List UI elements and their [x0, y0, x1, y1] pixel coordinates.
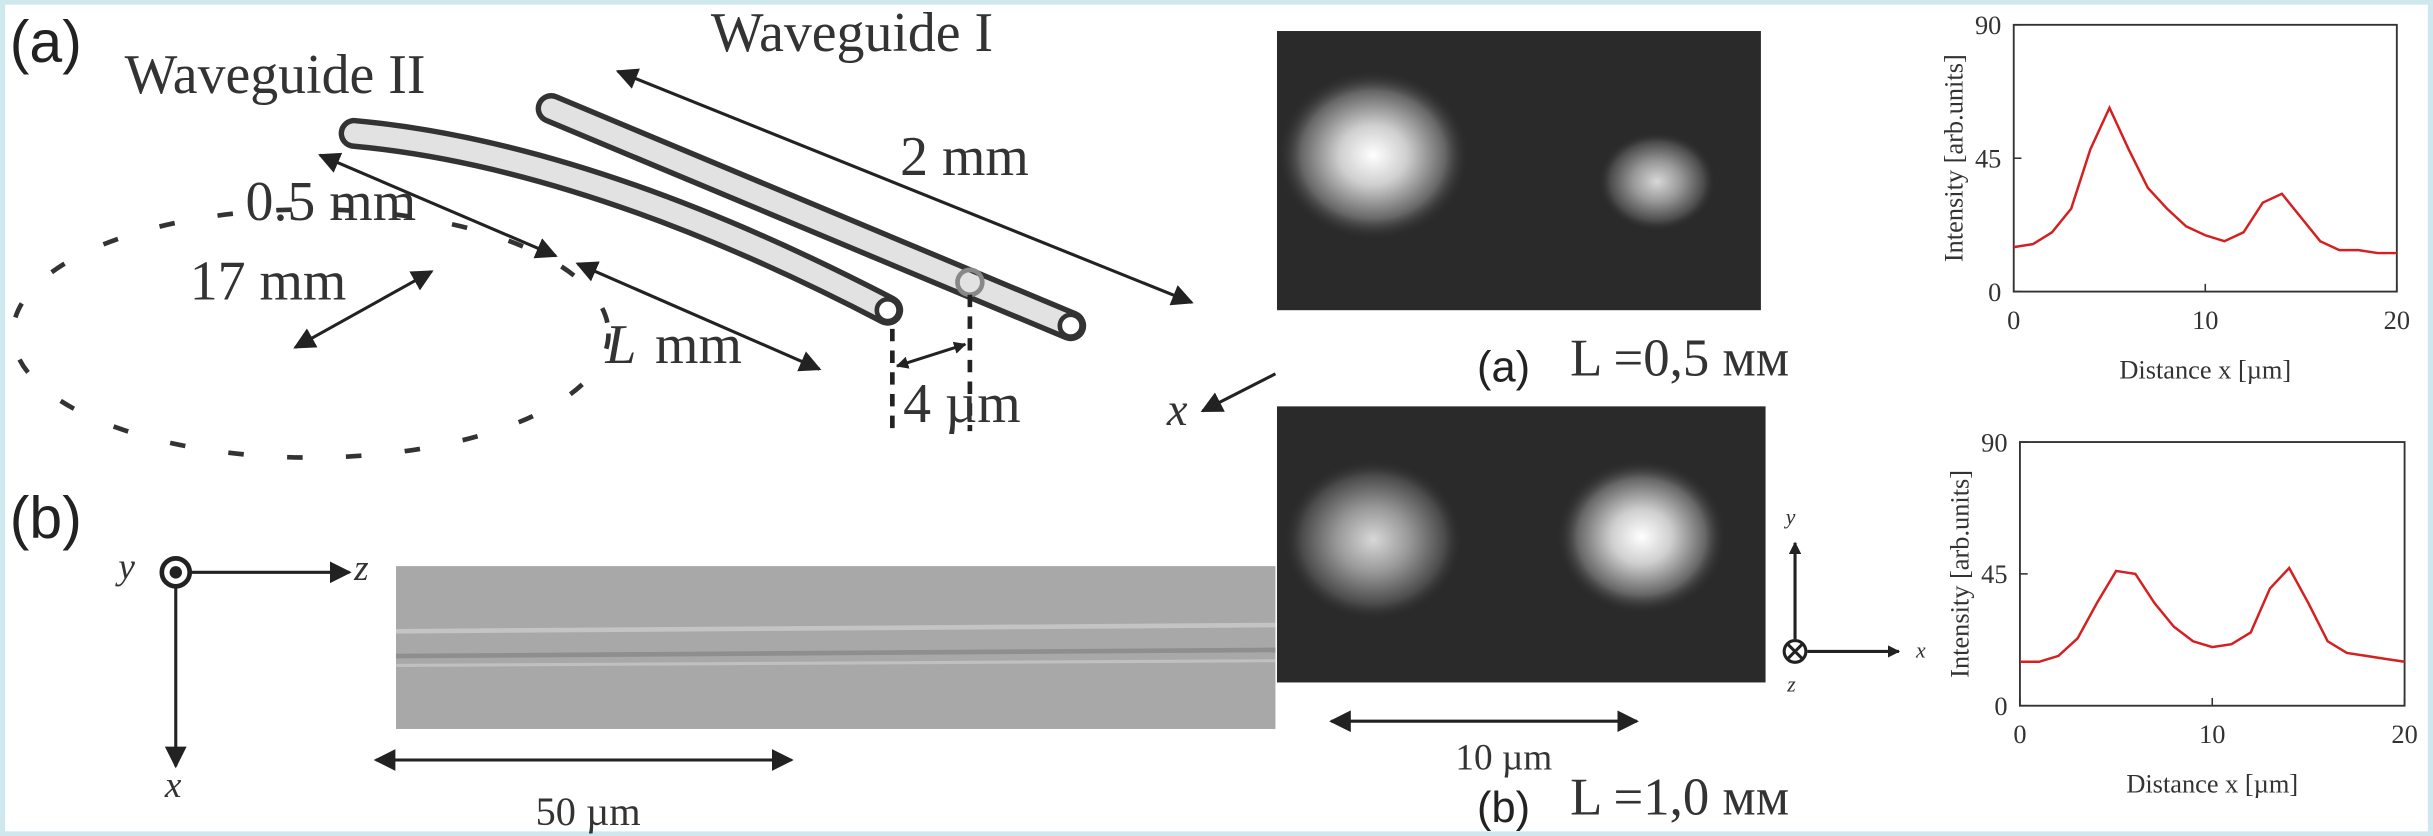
axis-label: y — [114, 547, 135, 588]
waveguide-end — [877, 299, 899, 321]
y-axis-label: Intensity [arb.units] — [1940, 54, 1969, 262]
dimension-label: 4 µm — [903, 373, 1020, 435]
y-tick-label: 0 — [1994, 692, 2007, 721]
axis-label: x — [164, 765, 182, 806]
scale-label: 50 µm — [536, 789, 641, 834]
micrograph — [396, 566, 1275, 729]
y-tick-label: 45 — [1981, 560, 2007, 589]
dimension-label: 2 mm — [900, 126, 1029, 188]
axis-out-dot — [170, 566, 182, 578]
mode-label: (b) — [1477, 784, 1530, 832]
dimension-label: mm — [655, 314, 742, 376]
waveguide-end — [1060, 315, 1082, 337]
axis-label: x — [1915, 639, 1926, 663]
axis-label: z — [1786, 673, 1796, 697]
y-tick-label: 0 — [1988, 278, 2001, 307]
axis-label: z — [353, 548, 368, 589]
dimension-label: 17 mm — [190, 250, 347, 312]
mode-label: (a) — [1477, 344, 1530, 392]
x-tick-label: 20 — [2391, 720, 2417, 749]
figure: (a) Waveguide II Waveguide I 2 mm 0.5 mm… — [0, 0, 2433, 836]
x-axis-label: Distance x [µm] — [2119, 355, 2291, 384]
x-tick-label: 0 — [2007, 306, 2020, 335]
page: { "panel_a": {"label": "(a)", "waveguide… — [0, 0, 2433, 836]
dimension-label: 0.5 mm — [246, 171, 417, 233]
y-tick-label: 90 — [1975, 11, 2001, 40]
axis-label: y — [1784, 505, 1796, 529]
waveguide-label: Waveguide I — [711, 2, 993, 64]
x-axis-label: Distance x [µm] — [2126, 770, 2298, 799]
mode-spot — [1283, 459, 1463, 620]
axis-label: x — [1166, 385, 1188, 436]
y-tick-label: 90 — [1981, 428, 2007, 457]
mode-caption: L =0,5 мм — [1570, 329, 1789, 387]
x-tick-label: 0 — [2013, 720, 2026, 749]
mode-spot — [1277, 70, 1469, 241]
x-tick-label: 20 — [2384, 306, 2410, 335]
mode-caption: L =1,0 мм — [1570, 768, 1789, 826]
scale-label: 10 µm — [1455, 737, 1552, 778]
panel-label: (b) — [10, 486, 82, 551]
waveguide-label: Waveguide II — [125, 44, 426, 106]
dimension-label: L — [604, 314, 636, 376]
y-axis-label: Intensity [arb.units] — [1946, 470, 1975, 678]
x-tick-label: 10 — [2199, 720, 2225, 749]
mode-spot — [1556, 459, 1727, 614]
mode-spot — [1598, 132, 1716, 231]
panel-label: (a) — [10, 10, 82, 75]
y-tick-label: 45 — [1975, 145, 2001, 174]
x-tick-label: 10 — [2192, 306, 2218, 335]
